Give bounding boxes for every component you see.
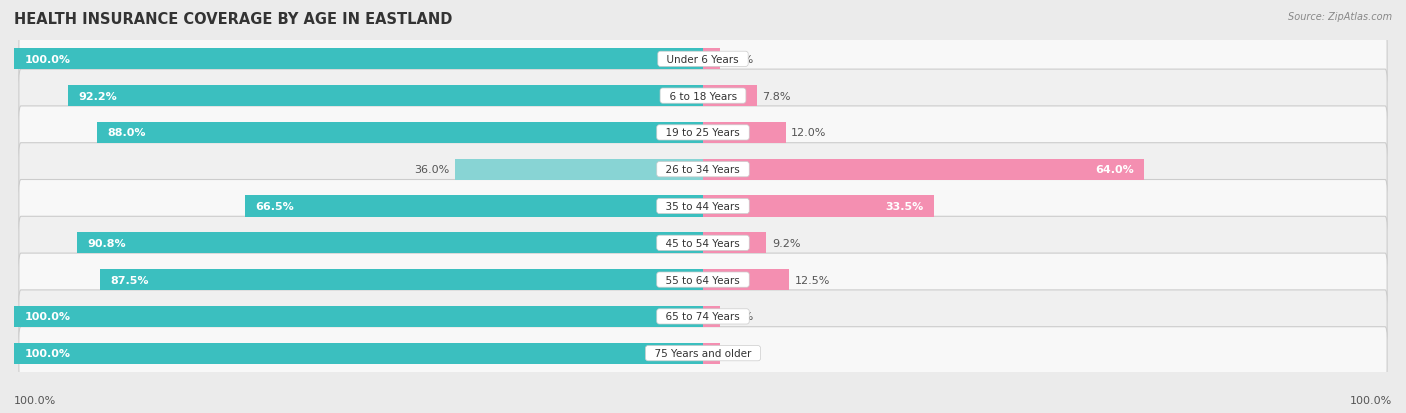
Text: 100.0%: 100.0% <box>14 395 56 405</box>
Bar <box>703 122 786 144</box>
Text: 0.0%: 0.0% <box>725 348 754 358</box>
FancyBboxPatch shape <box>18 327 1388 380</box>
Bar <box>703 49 720 70</box>
Bar <box>456 159 703 180</box>
Text: 65 to 74 Years: 65 to 74 Years <box>659 312 747 322</box>
Text: 0.0%: 0.0% <box>725 55 754 65</box>
Text: 92.2%: 92.2% <box>79 91 117 101</box>
Bar <box>703 86 756 107</box>
Text: 64.0%: 64.0% <box>1095 165 1133 175</box>
Text: Under 6 Years: Under 6 Years <box>661 55 745 65</box>
Text: 100.0%: 100.0% <box>1350 395 1392 405</box>
Text: 88.0%: 88.0% <box>107 128 146 138</box>
Text: 12.5%: 12.5% <box>794 275 830 285</box>
Bar <box>703 306 720 327</box>
FancyBboxPatch shape <box>18 217 1388 270</box>
Text: HEALTH INSURANCE COVERAGE BY AGE IN EASTLAND: HEALTH INSURANCE COVERAGE BY AGE IN EAST… <box>14 12 453 27</box>
Text: 0.0%: 0.0% <box>725 312 754 322</box>
Text: 45 to 54 Years: 45 to 54 Years <box>659 238 747 248</box>
Bar <box>100 269 703 291</box>
Text: 12.0%: 12.0% <box>792 128 827 138</box>
Text: Source: ZipAtlas.com: Source: ZipAtlas.com <box>1288 12 1392 22</box>
FancyBboxPatch shape <box>18 33 1388 86</box>
Bar <box>14 306 703 327</box>
Bar <box>703 196 934 217</box>
FancyBboxPatch shape <box>18 107 1388 159</box>
Text: 90.8%: 90.8% <box>87 238 127 248</box>
Text: 55 to 64 Years: 55 to 64 Years <box>659 275 747 285</box>
FancyBboxPatch shape <box>18 254 1388 306</box>
Bar <box>77 233 703 254</box>
Bar <box>703 159 1144 180</box>
Bar <box>245 196 703 217</box>
Bar <box>67 86 703 107</box>
Text: 6 to 18 Years: 6 to 18 Years <box>662 91 744 101</box>
Text: 19 to 25 Years: 19 to 25 Years <box>659 128 747 138</box>
FancyBboxPatch shape <box>18 143 1388 196</box>
Text: 100.0%: 100.0% <box>24 55 70 65</box>
Text: 66.5%: 66.5% <box>256 202 294 211</box>
Text: 26 to 34 Years: 26 to 34 Years <box>659 165 747 175</box>
Text: 36.0%: 36.0% <box>415 165 450 175</box>
Bar <box>97 122 703 144</box>
Bar <box>14 49 703 70</box>
FancyBboxPatch shape <box>18 290 1388 343</box>
Text: 100.0%: 100.0% <box>24 312 70 322</box>
Text: 9.2%: 9.2% <box>772 238 800 248</box>
Bar <box>703 233 766 254</box>
Bar <box>14 343 703 364</box>
Bar <box>703 343 720 364</box>
Text: 100.0%: 100.0% <box>24 348 70 358</box>
Text: 33.5%: 33.5% <box>886 202 924 211</box>
Text: 7.8%: 7.8% <box>762 91 790 101</box>
FancyBboxPatch shape <box>18 180 1388 233</box>
FancyBboxPatch shape <box>18 70 1388 123</box>
Bar <box>703 269 789 291</box>
Text: 75 Years and older: 75 Years and older <box>648 348 758 358</box>
Text: 87.5%: 87.5% <box>111 275 149 285</box>
Text: 35 to 44 Years: 35 to 44 Years <box>659 202 747 211</box>
